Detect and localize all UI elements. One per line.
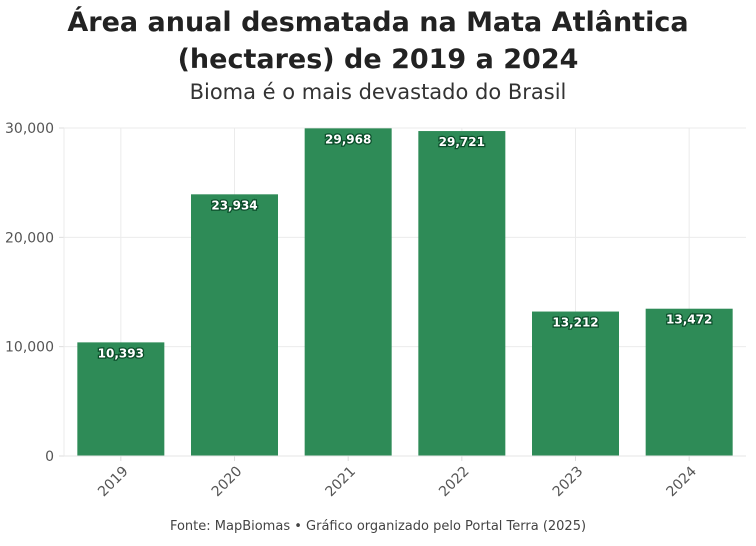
bar-2023 <box>532 311 619 456</box>
chart-subtitle: Bioma é o mais devastado do Brasil <box>189 80 567 104</box>
bar-2024 <box>645 308 733 456</box>
x-tick-label: 2021 <box>322 464 359 501</box>
bar-2021 <box>304 128 392 457</box>
bar-value-label: 13,472 <box>666 313 712 327</box>
y-tick-label: 10,000 <box>5 340 54 356</box>
y-tick-label: 30,000 <box>5 121 54 137</box>
bar-2022 <box>418 131 506 456</box>
chart-title: Área anual desmatada na Mata Atlântica (… <box>67 7 689 75</box>
x-tick-label: 2022 <box>436 464 473 501</box>
bar-value-label: 10,393 <box>98 346 144 360</box>
source-note: Fonte: MapBiomas • Gráfico organizado pe… <box>169 519 587 534</box>
bar-2020 <box>191 194 278 456</box>
bar-value-label: 13,212 <box>552 316 598 330</box>
x-tick-label: 2023 <box>550 464 587 501</box>
bar-value-label: 29,721 <box>439 135 485 149</box>
y-tick-label: 0 <box>45 449 54 465</box>
x-tick-label: 2020 <box>209 464 246 501</box>
y-tick-label: 20,000 <box>5 230 54 246</box>
x-tick-label: 2024 <box>663 463 700 500</box>
bar-value-label: 23,934 <box>211 198 257 212</box>
bar-2019 <box>77 342 165 456</box>
bar-value-label: 29,968 <box>325 132 371 146</box>
x-tick-label: 2019 <box>95 464 132 501</box>
